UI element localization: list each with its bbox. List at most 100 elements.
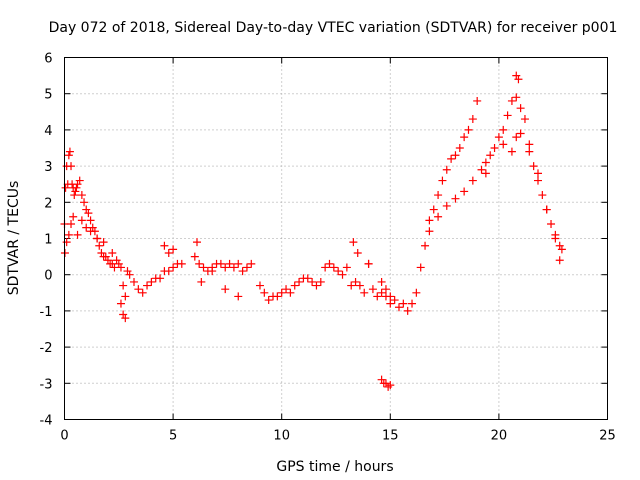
data-point	[512, 93, 521, 102]
data-point	[386, 381, 395, 390]
data-point	[73, 230, 82, 239]
data-point	[164, 248, 173, 257]
y-tick-label: 1	[44, 233, 52, 248]
data-point	[355, 281, 364, 290]
axis-ticks	[64, 57, 608, 420]
data-point	[360, 288, 369, 297]
data-point	[160, 241, 169, 250]
data-point	[325, 259, 334, 268]
data-point	[197, 277, 206, 286]
y-tick-label: 0	[44, 269, 52, 284]
data-point	[525, 147, 534, 156]
data-point	[473, 96, 482, 105]
data-point	[138, 288, 147, 297]
data-point	[255, 281, 264, 290]
data-point	[82, 223, 91, 232]
data-point	[119, 281, 128, 290]
data-point	[464, 125, 473, 134]
data-point	[134, 285, 143, 294]
data-point	[119, 310, 128, 319]
data-point	[199, 263, 208, 272]
data-point	[353, 248, 362, 257]
data-point	[225, 259, 234, 268]
data-point	[512, 133, 521, 142]
plot-frame	[64, 57, 608, 420]
data-point	[434, 191, 443, 200]
data-point	[84, 209, 93, 218]
data-point	[377, 288, 386, 297]
y-axis-tick-labels: -4 -3 -2 -1 0 1 2 3 4 5 6	[40, 52, 53, 429]
grid	[64, 57, 608, 420]
data-point	[408, 299, 417, 308]
data-point	[169, 245, 178, 254]
data-point	[468, 176, 477, 185]
data-point	[123, 267, 132, 276]
y-tick-label: -3	[40, 377, 53, 392]
data-point	[65, 147, 74, 156]
data-point	[195, 259, 204, 268]
data-point	[329, 263, 338, 272]
data-point	[334, 267, 343, 276]
data-point	[290, 281, 299, 290]
y-tick-label: 6	[44, 52, 52, 67]
data-point	[169, 263, 178, 272]
data-point	[190, 252, 199, 261]
data-point	[64, 151, 73, 160]
data-point	[147, 277, 156, 286]
data-point	[421, 241, 430, 250]
data-point	[80, 198, 89, 207]
data-point	[221, 285, 230, 294]
data-point	[386, 292, 395, 301]
data-point	[447, 154, 456, 163]
data-point	[130, 277, 139, 286]
data-point	[64, 230, 73, 239]
data-point	[101, 252, 110, 261]
data-point	[425, 216, 434, 225]
data-point	[143, 281, 152, 290]
data-point	[93, 234, 102, 243]
data-point	[312, 281, 321, 290]
data-point	[399, 299, 408, 308]
data-point	[381, 379, 390, 388]
y-tick-label: -4	[40, 414, 53, 429]
data-point	[72, 183, 81, 192]
data-point	[114, 259, 123, 268]
data-point	[316, 277, 325, 286]
data-point	[520, 115, 529, 124]
data-point	[425, 227, 434, 236]
x-tick-label: 25	[599, 429, 616, 444]
data-point	[238, 267, 247, 276]
data-point	[538, 191, 547, 200]
data-point	[468, 115, 477, 124]
data-point	[234, 292, 243, 301]
data-point	[525, 140, 534, 149]
data-point	[208, 267, 217, 276]
y-axis-label: SDTVAR / TECUs	[6, 181, 22, 296]
data-point	[338, 270, 347, 279]
data-point	[242, 263, 251, 272]
data-point	[533, 169, 542, 178]
data-point	[547, 220, 556, 229]
x-tick-label: 5	[169, 429, 177, 444]
data-point	[282, 285, 291, 294]
data-point	[499, 125, 508, 134]
x-axis-label: GPS time / hours	[276, 459, 393, 475]
data-point	[403, 306, 412, 315]
data-point	[429, 205, 438, 214]
x-tick-label: 10	[273, 429, 290, 444]
data-point	[442, 165, 451, 174]
data-point	[125, 270, 134, 279]
data-point	[277, 288, 286, 297]
data-point	[394, 303, 403, 312]
chart-title: Day 072 of 2018, Sidereal Day-to-day VTE…	[49, 20, 618, 36]
data-point	[77, 216, 86, 225]
data-point	[377, 375, 386, 384]
data-point	[75, 176, 84, 185]
data-point	[349, 238, 358, 247]
data-point	[481, 158, 490, 167]
data-point	[86, 216, 95, 225]
data-point	[77, 191, 86, 200]
data-point	[416, 263, 425, 272]
data-point	[381, 285, 390, 294]
